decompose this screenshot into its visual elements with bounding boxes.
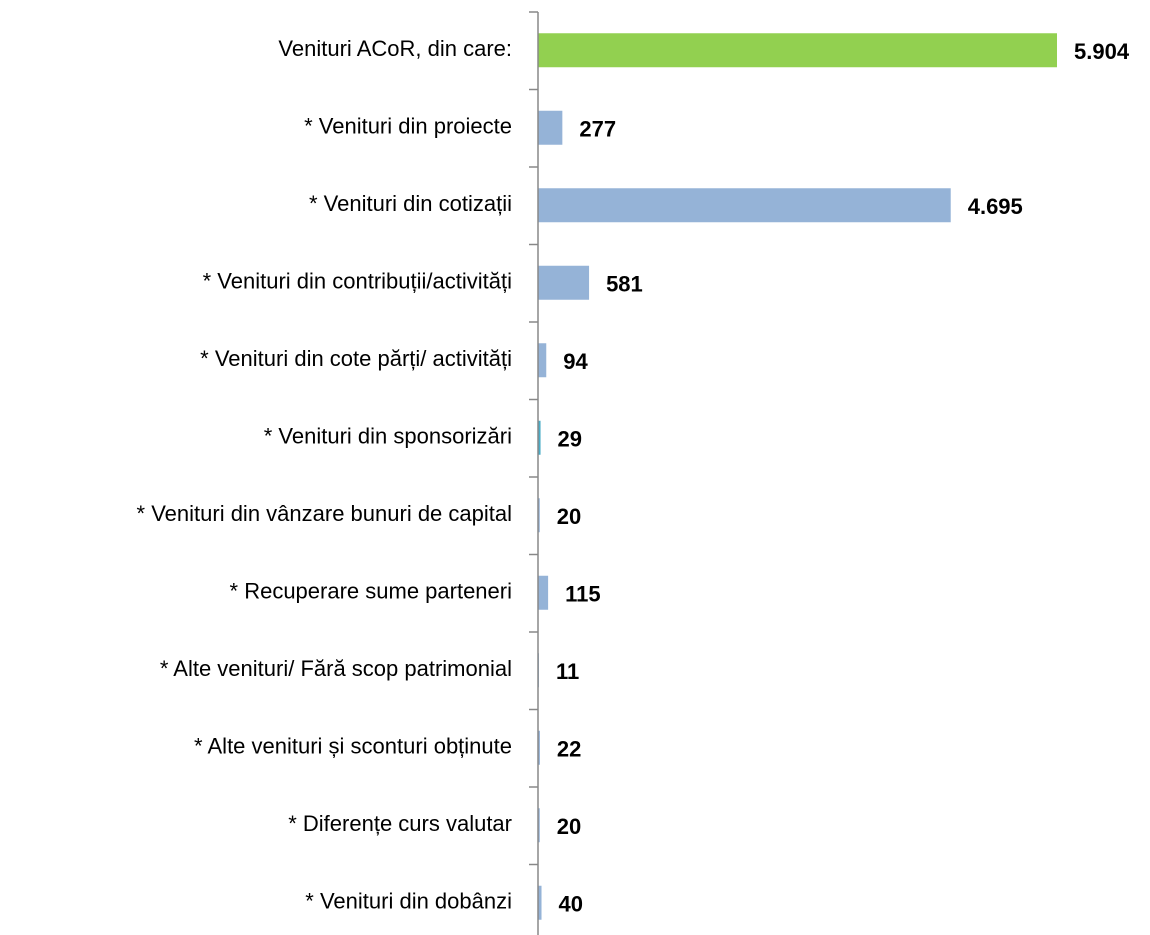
value-label: 5.904	[1074, 39, 1130, 64]
bar	[538, 575, 549, 610]
category-label: * Diferențe curs valutar	[288, 811, 512, 836]
value-label: 29	[558, 427, 582, 452]
bar	[538, 885, 542, 920]
value-label: 20	[557, 814, 581, 839]
category-label: * Alte venituri/ Fără scop patrimonial	[160, 656, 512, 681]
category-label: Venituri ACoR, din care:	[278, 36, 512, 61]
value-label: 94	[563, 349, 588, 374]
category-label: * Venituri din proiecte	[304, 114, 512, 139]
bar	[538, 420, 541, 455]
category-label: * Venituri din dobânzi	[305, 889, 512, 914]
bar	[538, 33, 1057, 68]
bar	[538, 730, 540, 765]
value-label: 581	[606, 272, 643, 297]
bar	[538, 265, 590, 300]
bar	[538, 188, 951, 223]
value-label: 22	[557, 737, 581, 762]
value-label: 277	[579, 117, 616, 142]
category-label: * Recuperare sume parteneri	[230, 579, 512, 604]
value-label: 115	[565, 582, 601, 607]
value-label: 20	[557, 504, 581, 529]
value-label: 4.695	[968, 194, 1023, 219]
category-label: * Venituri din sponsorizări	[264, 424, 512, 449]
category-label: * Venituri din contribuții/activități	[203, 269, 512, 294]
value-label: 11	[556, 659, 579, 684]
bar	[538, 110, 563, 145]
bar	[538, 343, 547, 378]
category-label: * Venituri din vânzare bunuri de capital	[137, 501, 512, 526]
bar	[538, 808, 540, 843]
category-label: * Venituri din cotizații	[309, 191, 512, 216]
value-label: 40	[559, 892, 583, 917]
bar	[538, 498, 540, 533]
category-label: * Alte venituri și sconturi obținute	[194, 734, 512, 759]
category-label: * Venituri din cote părți/ activități	[200, 346, 512, 371]
